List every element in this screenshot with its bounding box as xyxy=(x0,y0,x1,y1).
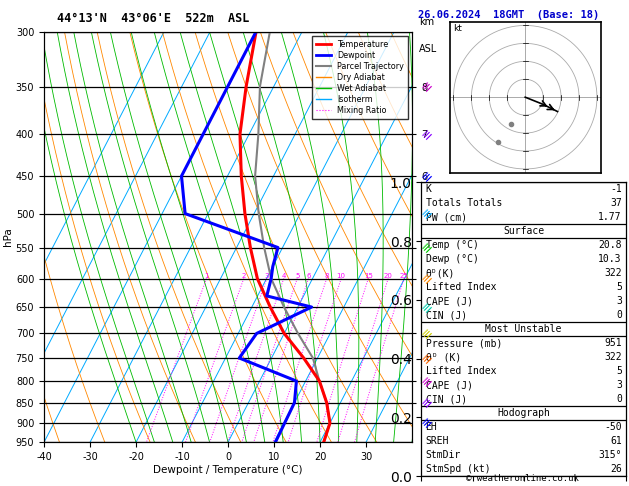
Text: 20.8: 20.8 xyxy=(598,240,621,250)
Text: ≡: ≡ xyxy=(420,270,436,287)
Text: CAPE (J): CAPE (J) xyxy=(426,296,472,306)
Text: 322: 322 xyxy=(604,352,621,362)
Text: ≡: ≡ xyxy=(420,415,436,431)
Text: ≡: ≡ xyxy=(420,350,436,366)
Text: kt: kt xyxy=(454,24,462,33)
Text: 15: 15 xyxy=(364,273,373,278)
Text: 61: 61 xyxy=(610,436,621,446)
Text: Most Unstable: Most Unstable xyxy=(486,324,562,334)
Y-axis label: hPa: hPa xyxy=(3,227,13,246)
Text: 951: 951 xyxy=(604,338,621,348)
Text: Lifted Index: Lifted Index xyxy=(426,366,496,376)
Text: Mixing Ratio (g/kg): Mixing Ratio (g/kg) xyxy=(448,197,457,277)
Text: 6: 6 xyxy=(306,273,311,278)
Text: © weatheronline.co.uk: © weatheronline.co.uk xyxy=(465,473,579,483)
Text: K: K xyxy=(426,184,431,194)
Text: θᴰ(K): θᴰ(K) xyxy=(426,268,455,278)
Text: PW (cm): PW (cm) xyxy=(426,212,467,222)
Text: StmDir: StmDir xyxy=(426,450,461,460)
Text: 322: 322 xyxy=(604,268,621,278)
Text: ≡: ≡ xyxy=(420,205,436,222)
Text: CAPE (J): CAPE (J) xyxy=(426,380,472,390)
Text: 315°: 315° xyxy=(598,450,621,460)
Text: Dewp (°C): Dewp (°C) xyxy=(426,254,479,264)
Text: 1.77: 1.77 xyxy=(598,212,621,222)
Text: 0: 0 xyxy=(616,394,621,404)
Text: km: km xyxy=(420,17,435,28)
Text: 5: 5 xyxy=(295,273,299,278)
X-axis label: Dewpoint / Temperature (°C): Dewpoint / Temperature (°C) xyxy=(153,465,303,475)
Text: Totals Totals: Totals Totals xyxy=(426,198,502,208)
Text: 44°13'N  43°06'E  522m  ASL: 44°13'N 43°06'E 522m ASL xyxy=(57,12,249,25)
Text: 5: 5 xyxy=(616,366,621,376)
Text: 3: 3 xyxy=(616,296,621,306)
Text: ≡: ≡ xyxy=(420,394,436,411)
Text: -1: -1 xyxy=(610,184,621,194)
Text: StmSpd (kt): StmSpd (kt) xyxy=(426,464,490,474)
Text: ≡: ≡ xyxy=(420,239,436,256)
Text: 0: 0 xyxy=(616,310,621,320)
Text: Temp (°C): Temp (°C) xyxy=(426,240,479,250)
Text: 5: 5 xyxy=(616,282,621,292)
Text: 26.06.2024  18GMT  (Base: 18): 26.06.2024 18GMT (Base: 18) xyxy=(418,10,599,20)
Text: -50: -50 xyxy=(604,422,621,432)
Text: 3: 3 xyxy=(616,380,621,390)
Text: 1: 1 xyxy=(204,273,209,278)
Text: SREH: SREH xyxy=(426,436,449,446)
Text: θᴰ (K): θᴰ (K) xyxy=(426,352,461,362)
Text: ASL: ASL xyxy=(420,44,438,54)
Text: ≡: ≡ xyxy=(420,126,436,142)
Text: Surface: Surface xyxy=(503,226,544,236)
Text: 37: 37 xyxy=(610,198,621,208)
Text: Lifted Index: Lifted Index xyxy=(426,282,496,292)
Text: CIN (J): CIN (J) xyxy=(426,394,467,404)
Text: 25: 25 xyxy=(399,273,408,278)
Text: 4: 4 xyxy=(282,273,286,278)
Text: 10.3: 10.3 xyxy=(598,254,621,264)
Text: 2: 2 xyxy=(242,273,246,278)
Text: Pressure (mb): Pressure (mb) xyxy=(426,338,502,348)
Text: ≡: ≡ xyxy=(420,373,436,389)
Text: ≡: ≡ xyxy=(420,325,436,342)
Text: 10: 10 xyxy=(337,273,346,278)
Text: 26: 26 xyxy=(610,464,621,474)
Text: 3: 3 xyxy=(265,273,269,278)
Text: EH: EH xyxy=(426,422,437,432)
Text: ≡: ≡ xyxy=(420,168,436,184)
Text: 8: 8 xyxy=(325,273,329,278)
Legend: Temperature, Dewpoint, Parcel Trajectory, Dry Adiabat, Wet Adiabat, Isotherm, Mi: Temperature, Dewpoint, Parcel Trajectory… xyxy=(312,35,408,119)
Text: CIN (J): CIN (J) xyxy=(426,310,467,320)
Text: ≡: ≡ xyxy=(420,78,436,95)
Text: LCL: LCL xyxy=(420,377,436,385)
Text: 20: 20 xyxy=(384,273,392,278)
Text: ≡: ≡ xyxy=(420,299,436,315)
Text: Hodograph: Hodograph xyxy=(497,408,550,418)
